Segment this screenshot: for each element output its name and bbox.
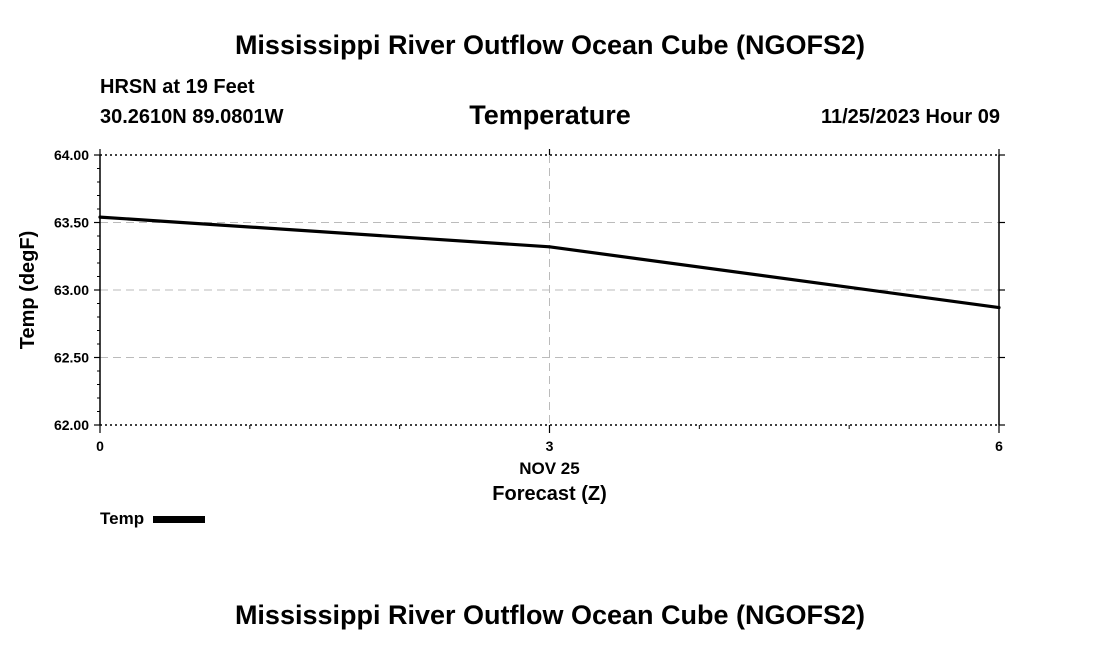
- x-date-label: NOV 25: [519, 459, 579, 478]
- y-tick-label: 62.50: [54, 350, 89, 366]
- y-tick-label: 62.00: [54, 417, 89, 433]
- timestamp-label: 11/25/2023 Hour 09: [820, 106, 1000, 128]
- y-tick-label: 64.00: [54, 147, 89, 163]
- chart-title: Temperature: [469, 100, 631, 130]
- coordinates-label: 30.2610N 89.0801W: [100, 106, 284, 128]
- y-axis-title: Temp (degF): [17, 231, 39, 350]
- x-axis-title: Forecast (Z): [492, 483, 606, 505]
- y-tick-label: 63.50: [54, 215, 89, 231]
- legend-swatch: [153, 515, 206, 523]
- main-title: Mississippi River Outflow Ocean Cube (NG…: [234, 30, 866, 60]
- data-point-temp: [997, 305, 1001, 310]
- footer-title: Mississippi River Outflow Ocean Cube (NG…: [234, 600, 866, 630]
- x-tick-label: 6: [995, 438, 1003, 454]
- y-tick-label: 63.00: [54, 282, 89, 298]
- data-point-temp: [547, 245, 552, 249]
- legend: Temp: [100, 509, 206, 529]
- data-point-temp: [98, 215, 102, 219]
- x-tick-label: 0: [96, 438, 104, 454]
- legend-label: Temp: [100, 509, 145, 528]
- x-tick-label: 3: [546, 438, 554, 454]
- station-label: HRSN at 19 Feet: [100, 76, 255, 98]
